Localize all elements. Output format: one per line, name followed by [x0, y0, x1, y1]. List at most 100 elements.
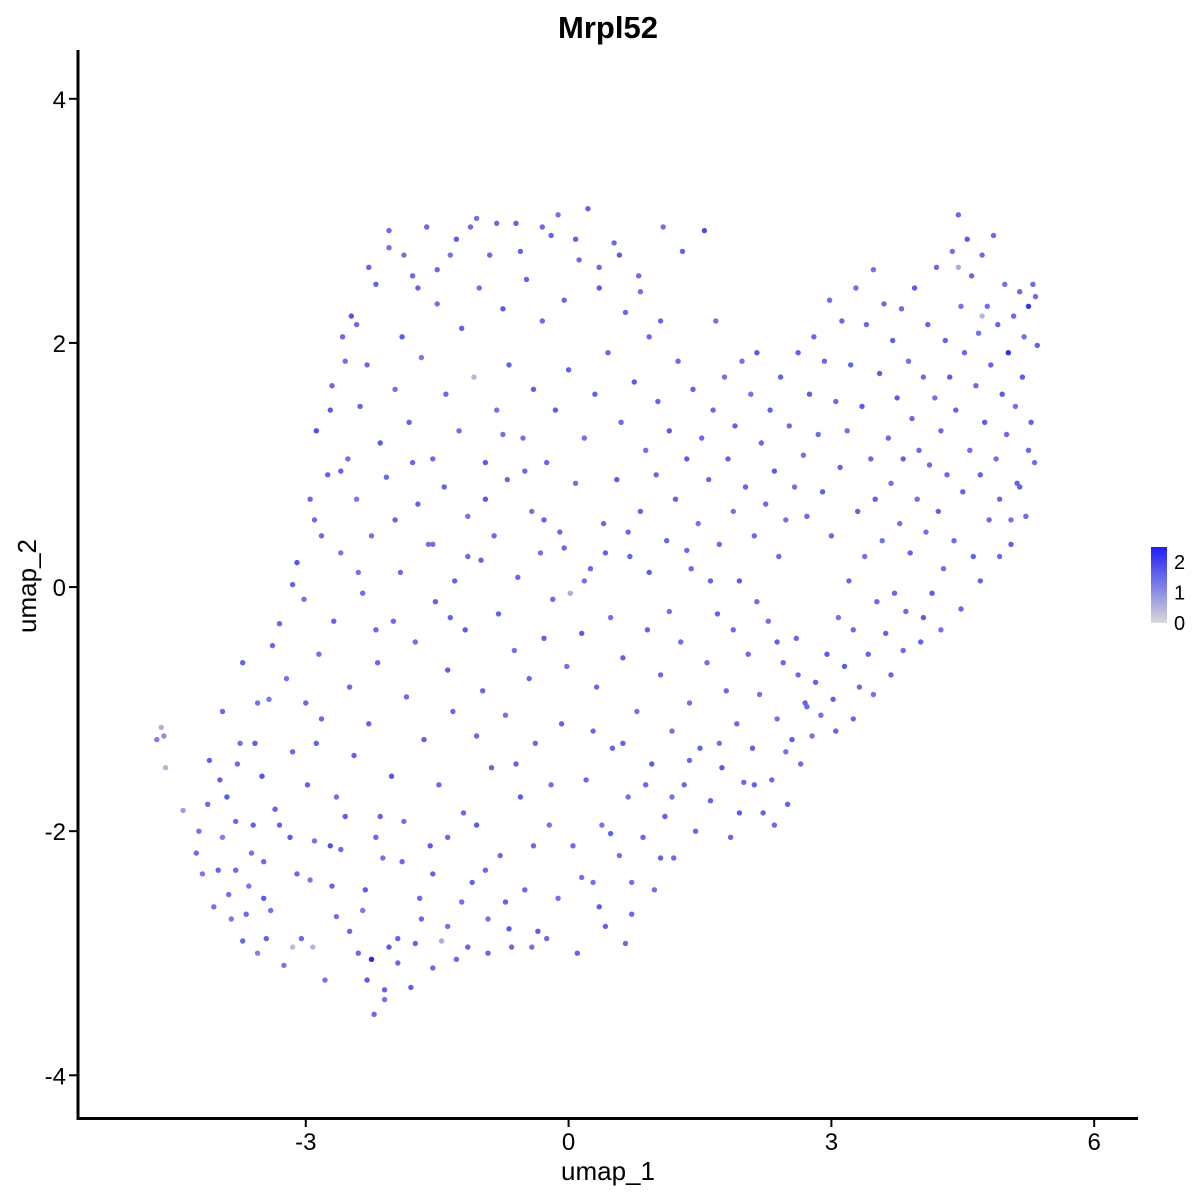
data-point: [1003, 431, 1010, 438]
data-point: [587, 566, 594, 572]
data-point: [346, 928, 353, 934]
data-point: [298, 935, 305, 942]
data-point: [502, 899, 509, 905]
data-point: [355, 569, 361, 576]
data-point: [196, 828, 202, 834]
data-point: [471, 374, 477, 380]
data-point: [462, 627, 468, 633]
data-point: [982, 419, 988, 425]
data-point: [725, 456, 731, 462]
data-point: [329, 883, 335, 889]
data-point: [506, 362, 512, 368]
data-point: [532, 740, 538, 746]
data-point: [409, 459, 416, 466]
data-point: [795, 672, 801, 678]
data-point: [643, 447, 649, 453]
data-point: [399, 859, 405, 865]
data-point: [625, 529, 631, 535]
data-point: [248, 850, 255, 856]
data-point: [826, 297, 833, 303]
data-point: [855, 508, 861, 515]
data-point: [487, 252, 493, 258]
data-point: [707, 578, 714, 584]
data-point: [272, 806, 278, 812]
data-point: [900, 456, 906, 462]
data-point: [513, 761, 519, 767]
data-point: [386, 944, 392, 950]
data-point: [651, 887, 658, 893]
data-point: [923, 529, 929, 535]
data-point: [548, 782, 554, 788]
data-point: [833, 728, 839, 734]
data-point: [1034, 342, 1041, 349]
data-point: [289, 944, 296, 950]
data-point: [570, 843, 576, 849]
data-point: [1017, 484, 1023, 490]
data-point: [473, 822, 480, 828]
data-point: [920, 374, 927, 380]
data-point: [485, 950, 491, 956]
data-point: [567, 590, 573, 596]
y-tick-label: -2: [45, 819, 66, 846]
data-point: [550, 596, 556, 602]
data-point: [371, 1011, 377, 1017]
data-point: [760, 810, 766, 816]
data-point: [338, 468, 344, 474]
data-point: [345, 456, 351, 462]
data-point: [609, 745, 616, 751]
data-point: [669, 794, 675, 800]
data-point: [967, 447, 973, 453]
data-point: [539, 318, 545, 324]
data-point: [784, 801, 791, 807]
data-point: [907, 550, 913, 556]
data-point: [544, 935, 550, 942]
data-point: [537, 550, 544, 556]
data-point: [355, 950, 361, 956]
data-point: [246, 883, 252, 889]
data-point: [771, 822, 778, 828]
data-point: [269, 642, 276, 649]
data-point: [955, 212, 962, 218]
data-point: [636, 273, 642, 279]
data-point: [947, 374, 953, 380]
data-point: [558, 721, 565, 727]
data-point: [874, 599, 880, 605]
data-point: [643, 782, 649, 788]
data-point: [870, 267, 877, 273]
data-point: [310, 944, 316, 950]
data-point: [911, 285, 918, 291]
data-point: [697, 745, 703, 751]
data-point: [434, 267, 440, 273]
data-point: [988, 362, 994, 368]
data-point: [692, 828, 699, 834]
data-point: [541, 635, 547, 641]
data-point: [430, 541, 436, 547]
data-point: [765, 618, 771, 624]
data-point: [1010, 313, 1017, 319]
data-point: [933, 264, 940, 270]
data-point: [219, 708, 226, 715]
data-point: [669, 728, 675, 734]
data-point: [675, 358, 681, 364]
data-point: [224, 794, 230, 800]
data-point: [881, 301, 887, 307]
data-point: [386, 245, 392, 251]
data-point: [283, 675, 290, 682]
data-point: [701, 227, 708, 234]
data-point: [508, 944, 515, 950]
data-point: [583, 777, 589, 783]
data-point: [751, 533, 757, 539]
data-point: [469, 879, 475, 886]
data-point: [261, 859, 267, 865]
x-axis-title: umap_1: [561, 1156, 655, 1186]
data-point: [254, 950, 261, 956]
data-point: [996, 553, 1003, 560]
data-point: [585, 206, 591, 212]
data-point: [631, 379, 637, 385]
data-point: [441, 484, 447, 490]
data-point: [979, 252, 985, 258]
data-point: [228, 916, 234, 922]
data-point: [721, 374, 728, 380]
data-point: [453, 236, 460, 242]
data-point: [555, 895, 561, 901]
